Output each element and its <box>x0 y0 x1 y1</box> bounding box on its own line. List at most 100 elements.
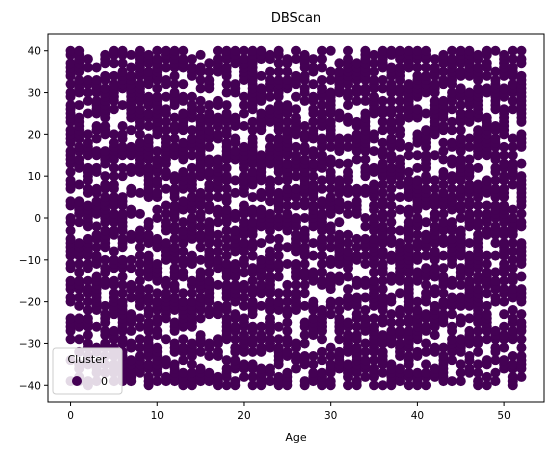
data-point <box>74 113 84 123</box>
data-point <box>170 113 180 123</box>
data-point <box>326 343 336 353</box>
data-point <box>438 167 448 177</box>
data-point <box>421 125 431 135</box>
data-point <box>516 171 526 181</box>
data-point <box>386 309 396 319</box>
data-point <box>352 234 362 244</box>
data-point <box>291 213 301 223</box>
data-point <box>343 359 353 369</box>
data-point <box>74 46 84 56</box>
data-point <box>308 92 318 102</box>
data-point <box>248 322 258 332</box>
data-point <box>456 313 466 323</box>
data-point <box>204 338 214 348</box>
data-point <box>161 75 171 85</box>
data-point <box>456 83 466 93</box>
data-point <box>421 230 431 240</box>
data-point <box>369 129 379 139</box>
data-point <box>360 213 370 223</box>
data-point <box>282 100 292 110</box>
data-point <box>248 46 258 56</box>
data-point <box>447 292 457 302</box>
data-point <box>230 259 240 269</box>
y-tick-label: −20 <box>19 297 41 309</box>
data-point <box>464 154 474 164</box>
data-point <box>83 234 93 244</box>
data-point <box>256 238 266 248</box>
data-point <box>508 46 518 56</box>
data-point <box>265 50 275 60</box>
data-point <box>334 108 344 118</box>
data-point <box>438 343 448 353</box>
data-point <box>395 364 405 374</box>
data-point <box>239 280 249 290</box>
data-point <box>126 338 136 348</box>
data-point <box>126 230 136 240</box>
data-point <box>378 330 388 340</box>
data-point <box>256 188 266 198</box>
data-point <box>291 92 301 102</box>
data-point <box>83 75 93 85</box>
data-point <box>334 175 344 185</box>
data-point <box>317 46 327 56</box>
data-point <box>482 372 492 382</box>
data-point <box>326 67 336 77</box>
data-point <box>447 171 457 181</box>
data-point <box>395 46 405 56</box>
data-point <box>74 238 84 248</box>
data-point <box>100 255 110 265</box>
data-point <box>317 347 327 357</box>
data-point <box>204 368 214 378</box>
data-point <box>187 163 197 173</box>
data-point <box>334 159 344 169</box>
data-point <box>161 334 171 344</box>
data-point <box>395 192 405 202</box>
data-point <box>343 159 353 169</box>
data-point <box>187 338 197 348</box>
data-point <box>352 276 362 286</box>
data-point <box>421 217 431 227</box>
data-point <box>464 88 474 98</box>
y-tick-label: 20 <box>28 129 41 141</box>
data-point <box>92 121 102 131</box>
data-point <box>274 234 284 244</box>
data-point <box>473 163 483 173</box>
data-point <box>300 376 310 386</box>
data-point <box>447 138 457 148</box>
data-point <box>83 276 93 286</box>
data-point <box>109 129 119 139</box>
data-point <box>126 142 136 152</box>
data-point <box>421 46 431 56</box>
data-point <box>395 226 405 236</box>
data-point <box>204 100 214 110</box>
data-point <box>464 46 474 56</box>
data-point <box>100 71 110 81</box>
data-point <box>456 334 466 344</box>
data-point <box>326 88 336 98</box>
data-point <box>378 46 388 56</box>
data-point <box>135 226 145 236</box>
data-point <box>317 75 327 85</box>
data-point <box>152 343 162 353</box>
data-point <box>144 134 154 144</box>
data-point <box>152 234 162 244</box>
data-point <box>378 75 388 85</box>
data-point <box>178 288 188 298</box>
data-point <box>352 117 362 127</box>
data-point <box>308 146 318 156</box>
data-point <box>386 359 396 369</box>
data-point <box>83 129 93 139</box>
data-point <box>343 200 353 210</box>
data-point <box>265 364 275 374</box>
data-point <box>161 276 171 286</box>
data-point <box>239 46 249 56</box>
data-point <box>343 284 353 294</box>
x-tick-label: 40 <box>411 410 424 422</box>
data-point <box>300 226 310 236</box>
data-point <box>222 355 232 365</box>
data-point <box>438 50 448 60</box>
data-point <box>291 184 301 194</box>
data-point <box>92 146 102 156</box>
data-point <box>395 205 405 215</box>
data-point <box>100 146 110 156</box>
